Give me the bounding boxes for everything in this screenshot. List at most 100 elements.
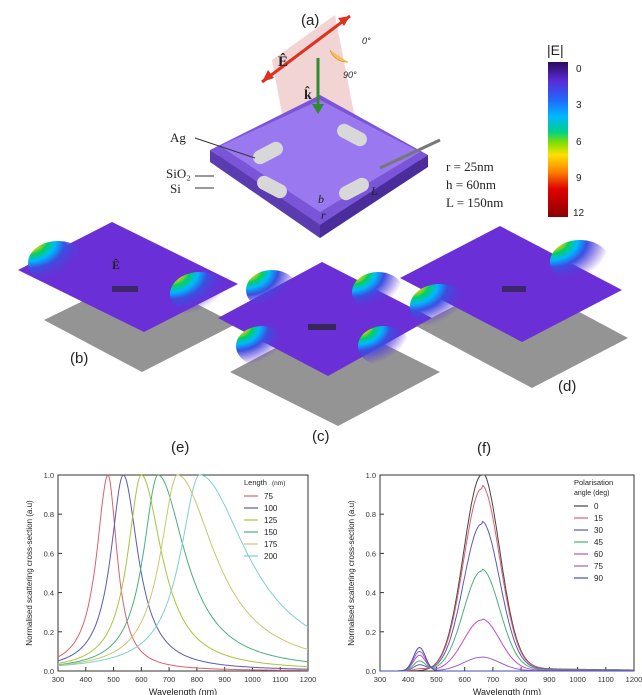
y-tick-label: 1.0 bbox=[366, 471, 376, 480]
panel-label-a: (a) bbox=[301, 12, 320, 29]
x-tick-label: 1200 bbox=[626, 675, 642, 684]
legend-item: 200 bbox=[264, 552, 278, 561]
param-h: h = 60nm bbox=[446, 177, 496, 192]
y-tick-label: 0.4 bbox=[366, 589, 376, 598]
x-tick-label: 700 bbox=[163, 675, 176, 684]
y-tick-label: 0.0 bbox=[366, 667, 376, 676]
legend-item: 0 bbox=[594, 502, 599, 511]
ag-rod bbox=[253, 141, 283, 165]
colorbar bbox=[548, 62, 568, 217]
legend-item: 45 bbox=[594, 538, 603, 547]
e-field-label: Ê bbox=[278, 54, 289, 70]
x-axis-label: Wavelength (nm) bbox=[149, 687, 217, 695]
ag-rod bbox=[339, 177, 369, 201]
si-label: Si bbox=[170, 181, 181, 196]
chart-f: 300 400 500 600 700 800 900 1000 1100 12000.00.20… bbox=[347, 471, 642, 695]
ag-rod bbox=[337, 123, 367, 147]
y-tick-label: 0.8 bbox=[366, 510, 376, 519]
ag-label: Ag bbox=[170, 130, 186, 145]
dim-l-label: L bbox=[371, 184, 378, 198]
chart-e: 300 400 500 600 700 800 900 1000 1100 1200 0.0 0.2 0… bbox=[25, 471, 316, 695]
y-axis-label: Normalised scattering cross-section (a.u… bbox=[25, 500, 34, 646]
series-line-60 bbox=[380, 618, 634, 672]
x-tick-label: 800 bbox=[515, 675, 528, 684]
field-map-c bbox=[218, 262, 440, 426]
y-tick-label: 0.6 bbox=[44, 549, 54, 558]
x-tick-label: 1000 bbox=[244, 675, 261, 684]
x-tick-label: 900 bbox=[543, 675, 556, 684]
y-tick-label: 1.0 bbox=[44, 471, 54, 480]
legend-item: 15 bbox=[594, 514, 603, 523]
series-line-125 bbox=[57, 474, 309, 668]
x-tick-label: 900 bbox=[218, 675, 231, 684]
field-map-b bbox=[18, 222, 238, 372]
legend-item: 150 bbox=[264, 528, 278, 537]
series-line-150 bbox=[57, 474, 309, 666]
colorbar-tick: 0 bbox=[576, 64, 582, 75]
k-label: k̂ bbox=[304, 88, 312, 103]
x-tick-label: 300 bbox=[52, 675, 65, 684]
field-map-e-label: Ê bbox=[112, 258, 121, 272]
y-tick-label: 0.0 bbox=[44, 667, 54, 676]
x-tick-label: 400 bbox=[80, 675, 93, 684]
legend-item: 30 bbox=[594, 526, 603, 535]
panel-label-f: (f) bbox=[477, 440, 492, 457]
panel-label-b: (b) bbox=[70, 350, 89, 367]
angle-0-label: 0° bbox=[362, 36, 371, 46]
x-tick-label: 1100 bbox=[272, 675, 288, 684]
x-tick-label: 1000 bbox=[569, 675, 586, 684]
x-tick-label: 600 bbox=[135, 675, 148, 684]
x-tick-label: 600 bbox=[458, 675, 471, 684]
colorbar-tick: 12 bbox=[573, 208, 585, 219]
sio2-label: SiO₂ bbox=[166, 166, 191, 181]
top-surface bbox=[220, 100, 420, 212]
colorbar-tick: 6 bbox=[576, 137, 582, 148]
series-line-90 bbox=[380, 646, 634, 672]
legend-item: 60 bbox=[594, 550, 603, 559]
y-tick-label: 0.8 bbox=[44, 510, 54, 519]
legend-item: 100 bbox=[264, 504, 278, 513]
colorbar-title: |E| bbox=[547, 42, 564, 58]
top-illustration bbox=[18, 14, 628, 426]
y-tick-label: 0.4 bbox=[44, 589, 54, 598]
dim-r-label: r bbox=[321, 208, 326, 222]
colorbar-tick: 9 bbox=[576, 173, 582, 184]
x-tick-label: 400 bbox=[402, 675, 415, 684]
field-map-d bbox=[400, 226, 628, 388]
x-tick-label: 700 bbox=[487, 675, 500, 684]
panel-label-d: (d) bbox=[558, 378, 577, 395]
x-tick-label: 1100 bbox=[598, 675, 614, 684]
param-r: r = 25nm bbox=[446, 159, 494, 174]
legend-item: 90 bbox=[594, 574, 603, 583]
series-line-200 bbox=[57, 474, 309, 667]
y-axis-label: Normalised scattering cross-section (a.u… bbox=[347, 500, 356, 646]
x-tick-label: 500 bbox=[430, 675, 443, 684]
y-tick-label: 0.6 bbox=[366, 549, 376, 558]
plot-frame bbox=[57, 474, 309, 672]
colorbar-tick: 3 bbox=[576, 100, 582, 111]
series-line-175 bbox=[57, 474, 309, 666]
x-tick-label: 1200 bbox=[300, 675, 316, 684]
series-line-100 bbox=[57, 474, 308, 670]
dim-b-label: b bbox=[318, 192, 324, 206]
x-tick-label: 800 bbox=[191, 675, 204, 684]
legend-unit: (nm) bbox=[272, 480, 285, 487]
y-tick-label: 0.2 bbox=[44, 628, 54, 637]
ag-rod bbox=[257, 175, 287, 199]
y-tick-label: 0.2 bbox=[366, 628, 376, 637]
param-l: L = 150nm bbox=[446, 195, 504, 210]
legend-item: 125 bbox=[264, 516, 278, 525]
panel-label-c: (c) bbox=[312, 428, 330, 445]
x-axis-label: Wavelength (nm) bbox=[473, 687, 541, 695]
legend-item: 175 bbox=[264, 540, 278, 549]
legend-item: 75 bbox=[264, 492, 273, 501]
legend-title: Polarisation bbox=[574, 478, 613, 487]
x-tick-label: 500 bbox=[107, 675, 120, 684]
x-tick-label: 300 bbox=[374, 675, 387, 684]
nanostructure-schematic bbox=[194, 14, 441, 238]
legend-subtitle: angle (deg) bbox=[574, 490, 609, 497]
legend-item: 75 bbox=[594, 562, 603, 571]
angle-90-label: 90° bbox=[343, 70, 357, 80]
panel-label-e: (e) bbox=[171, 439, 190, 456]
series-line-75 bbox=[57, 474, 308, 671]
